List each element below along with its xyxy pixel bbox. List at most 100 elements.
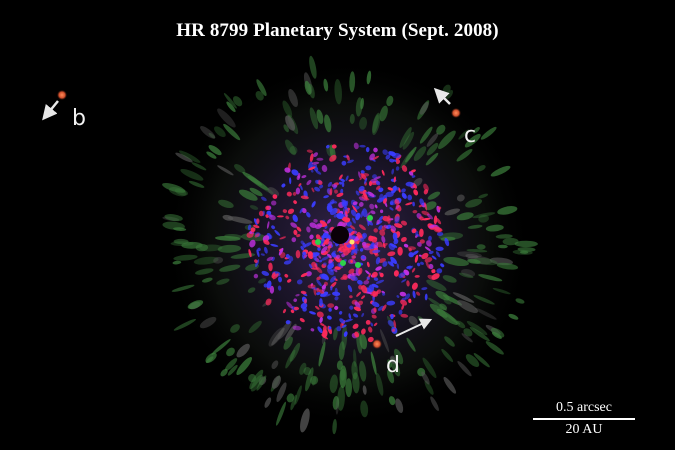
speckle-blob bbox=[329, 188, 333, 195]
speckle-streak bbox=[456, 148, 473, 162]
speckle-blob bbox=[309, 311, 316, 315]
speckle-blob bbox=[321, 235, 325, 240]
speckle-blob bbox=[377, 305, 385, 311]
speckle-streak bbox=[425, 152, 439, 166]
speckle-blob bbox=[408, 248, 412, 252]
speckle-streak bbox=[276, 401, 286, 426]
speckle-streak bbox=[230, 324, 240, 333]
speckle-streak bbox=[353, 349, 357, 368]
speckle-blob bbox=[392, 232, 398, 241]
speckle-streak bbox=[285, 139, 296, 156]
speckle-streak bbox=[436, 308, 458, 325]
speckle-streak bbox=[173, 227, 187, 231]
speckle-blob bbox=[346, 154, 350, 161]
speckle-blob bbox=[419, 198, 425, 206]
speckle-blob bbox=[417, 241, 422, 247]
speckle-blob bbox=[334, 296, 339, 301]
speckle-blob bbox=[366, 276, 370, 280]
speckle-blob bbox=[359, 237, 365, 242]
speckle-blob bbox=[366, 261, 370, 268]
speckle-blob bbox=[320, 246, 328, 254]
speckle-streak bbox=[457, 300, 478, 314]
speckle-blob bbox=[425, 261, 431, 269]
speckle-blob bbox=[348, 313, 352, 319]
speckle-streak bbox=[308, 83, 315, 99]
planet-c-motion-arrow bbox=[433, 87, 451, 105]
speckle-blob bbox=[287, 278, 292, 283]
speckle-blob bbox=[378, 215, 384, 222]
speckle-streak bbox=[443, 256, 469, 267]
speckle-blob bbox=[286, 191, 292, 197]
speckle-blob bbox=[359, 248, 364, 252]
speckle-blob bbox=[295, 250, 301, 259]
speckle-blob bbox=[274, 229, 281, 236]
speckle-blob bbox=[304, 298, 307, 304]
speckle-blob bbox=[370, 178, 378, 184]
speckle-blob bbox=[349, 295, 353, 299]
speckle-streak bbox=[497, 206, 518, 215]
speckle-blob bbox=[387, 187, 394, 191]
planet-d-motion-arrow bbox=[395, 318, 433, 337]
speckle-blob bbox=[381, 169, 385, 176]
speckle-blob bbox=[277, 276, 283, 283]
speckle-blob bbox=[249, 230, 253, 234]
speckle-blob bbox=[322, 229, 330, 234]
speckle-blob bbox=[277, 285, 282, 291]
speckle-blob bbox=[358, 201, 364, 207]
speckle-streak bbox=[220, 368, 228, 377]
speckle-streak bbox=[300, 408, 310, 433]
speckle-blob bbox=[381, 242, 388, 248]
speckle-blob bbox=[390, 225, 397, 232]
speckle-blob bbox=[310, 328, 315, 332]
speckle-blob bbox=[401, 236, 407, 243]
speckle-blob bbox=[341, 181, 345, 187]
speckle-blob bbox=[424, 293, 428, 301]
speckle-blob bbox=[361, 295, 366, 300]
speckle-blob bbox=[293, 200, 297, 204]
speckle-blob bbox=[393, 270, 399, 277]
speckle-blob bbox=[431, 269, 436, 274]
speckle-blob bbox=[266, 221, 270, 229]
speckle-blob bbox=[362, 232, 368, 238]
speckle-streak bbox=[413, 146, 427, 161]
speckle-blob bbox=[306, 179, 312, 186]
speckle-streak bbox=[338, 341, 345, 360]
speckle-blob bbox=[318, 255, 322, 259]
speckle-blob bbox=[329, 207, 338, 216]
speckle-blob bbox=[348, 178, 355, 182]
speckle-streak bbox=[211, 339, 231, 355]
speckle-blob bbox=[387, 251, 396, 257]
speckle-streak bbox=[465, 253, 479, 259]
speckle-blob bbox=[327, 253, 332, 259]
speckle-streak bbox=[351, 361, 358, 380]
speckle-blob bbox=[311, 187, 315, 193]
speckle-streak bbox=[337, 385, 345, 411]
speckle-blob bbox=[309, 153, 314, 162]
speckle-streak bbox=[458, 129, 470, 140]
speckle-blob bbox=[368, 235, 373, 240]
speckle-streak bbox=[191, 162, 207, 171]
speckle-blob bbox=[394, 216, 400, 224]
speckle-streak bbox=[264, 397, 272, 408]
speckle-blob bbox=[300, 302, 308, 309]
speckle-blob bbox=[321, 273, 330, 281]
speckle-blob bbox=[395, 166, 400, 171]
planet-d bbox=[372, 339, 382, 349]
speckle-blob bbox=[315, 179, 319, 184]
speckle-blob bbox=[326, 144, 330, 149]
speckle-blob bbox=[408, 298, 412, 303]
speckle-blob bbox=[361, 312, 365, 318]
speckle-streak bbox=[294, 385, 302, 405]
speckle-blob bbox=[308, 263, 313, 269]
speckle-streak bbox=[205, 352, 217, 363]
speckle-blob bbox=[438, 206, 442, 210]
speckle-blob bbox=[396, 295, 400, 298]
speckle-blob bbox=[323, 293, 331, 298]
speckle-blob bbox=[365, 211, 371, 218]
speckle-streak bbox=[394, 348, 404, 365]
speckle-streak bbox=[334, 79, 342, 105]
speckle-streak bbox=[256, 375, 267, 391]
speckle-streak bbox=[289, 146, 298, 155]
speckle-blob bbox=[314, 263, 318, 269]
speckle-blob bbox=[375, 180, 381, 186]
